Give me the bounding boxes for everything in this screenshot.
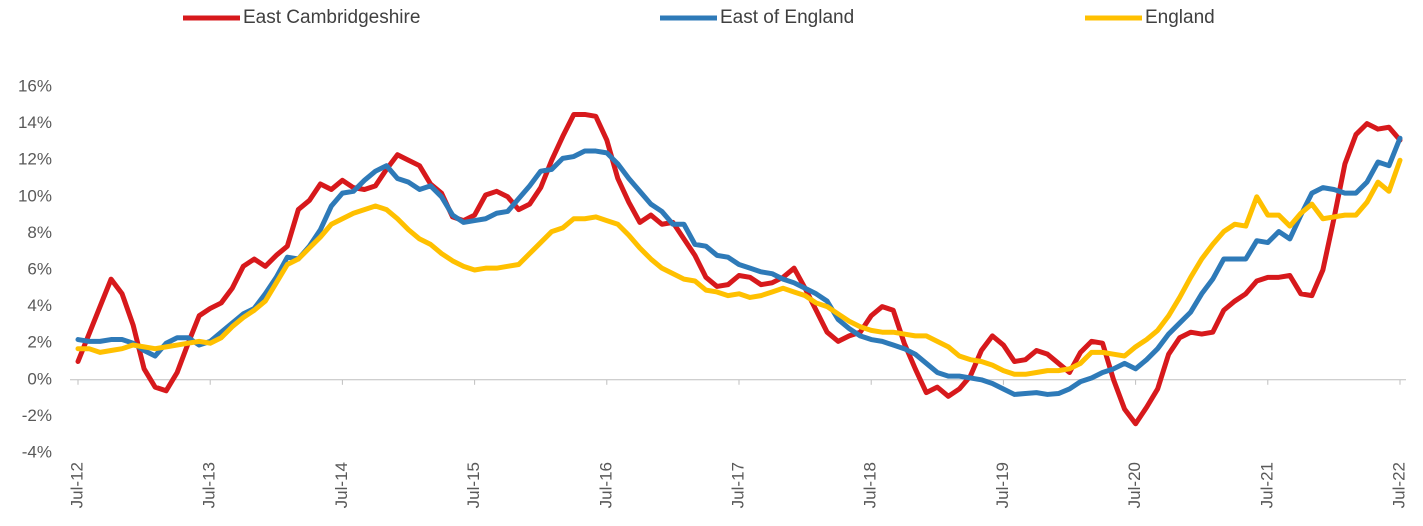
x-tick-label: Jul-17 — [728, 462, 747, 508]
y-tick-label: 14% — [18, 113, 52, 132]
x-tick-label: Jul-18 — [861, 462, 880, 508]
y-tick-label: 8% — [27, 223, 52, 242]
y-tick-label: 16% — [18, 76, 52, 95]
y-tick-label: 4% — [27, 296, 52, 315]
y-tick-label: -2% — [22, 406, 52, 425]
x-tick-label: Jul-22 — [1389, 462, 1408, 508]
x-tick-label: Jul-15 — [464, 462, 483, 508]
y-tick-label: 2% — [27, 333, 52, 352]
x-tick-label: Jul-14 — [332, 462, 351, 508]
y-tick-label: 10% — [18, 186, 52, 205]
x-tick-label: Jul-13 — [200, 462, 219, 508]
series-line — [75, 111, 1403, 427]
series-line — [75, 135, 1403, 397]
legend-label: East of England — [720, 7, 854, 28]
legend-label: England — [1145, 7, 1215, 28]
y-tick-label: -4% — [22, 442, 52, 461]
x-tick-label: Jul-12 — [67, 462, 86, 508]
x-tick-label: Jul-16 — [596, 462, 615, 508]
x-tick-label: Jul-20 — [1125, 462, 1144, 508]
x-tick-label: Jul-21 — [1257, 462, 1276, 508]
y-tick-label: 12% — [18, 150, 52, 169]
legend-label: East Cambridgeshire — [243, 7, 420, 28]
y-tick-label: 6% — [27, 259, 52, 278]
x-tick-label: Jul-19 — [993, 462, 1012, 508]
series-line — [75, 157, 1403, 377]
y-tick-label: 0% — [27, 369, 52, 388]
